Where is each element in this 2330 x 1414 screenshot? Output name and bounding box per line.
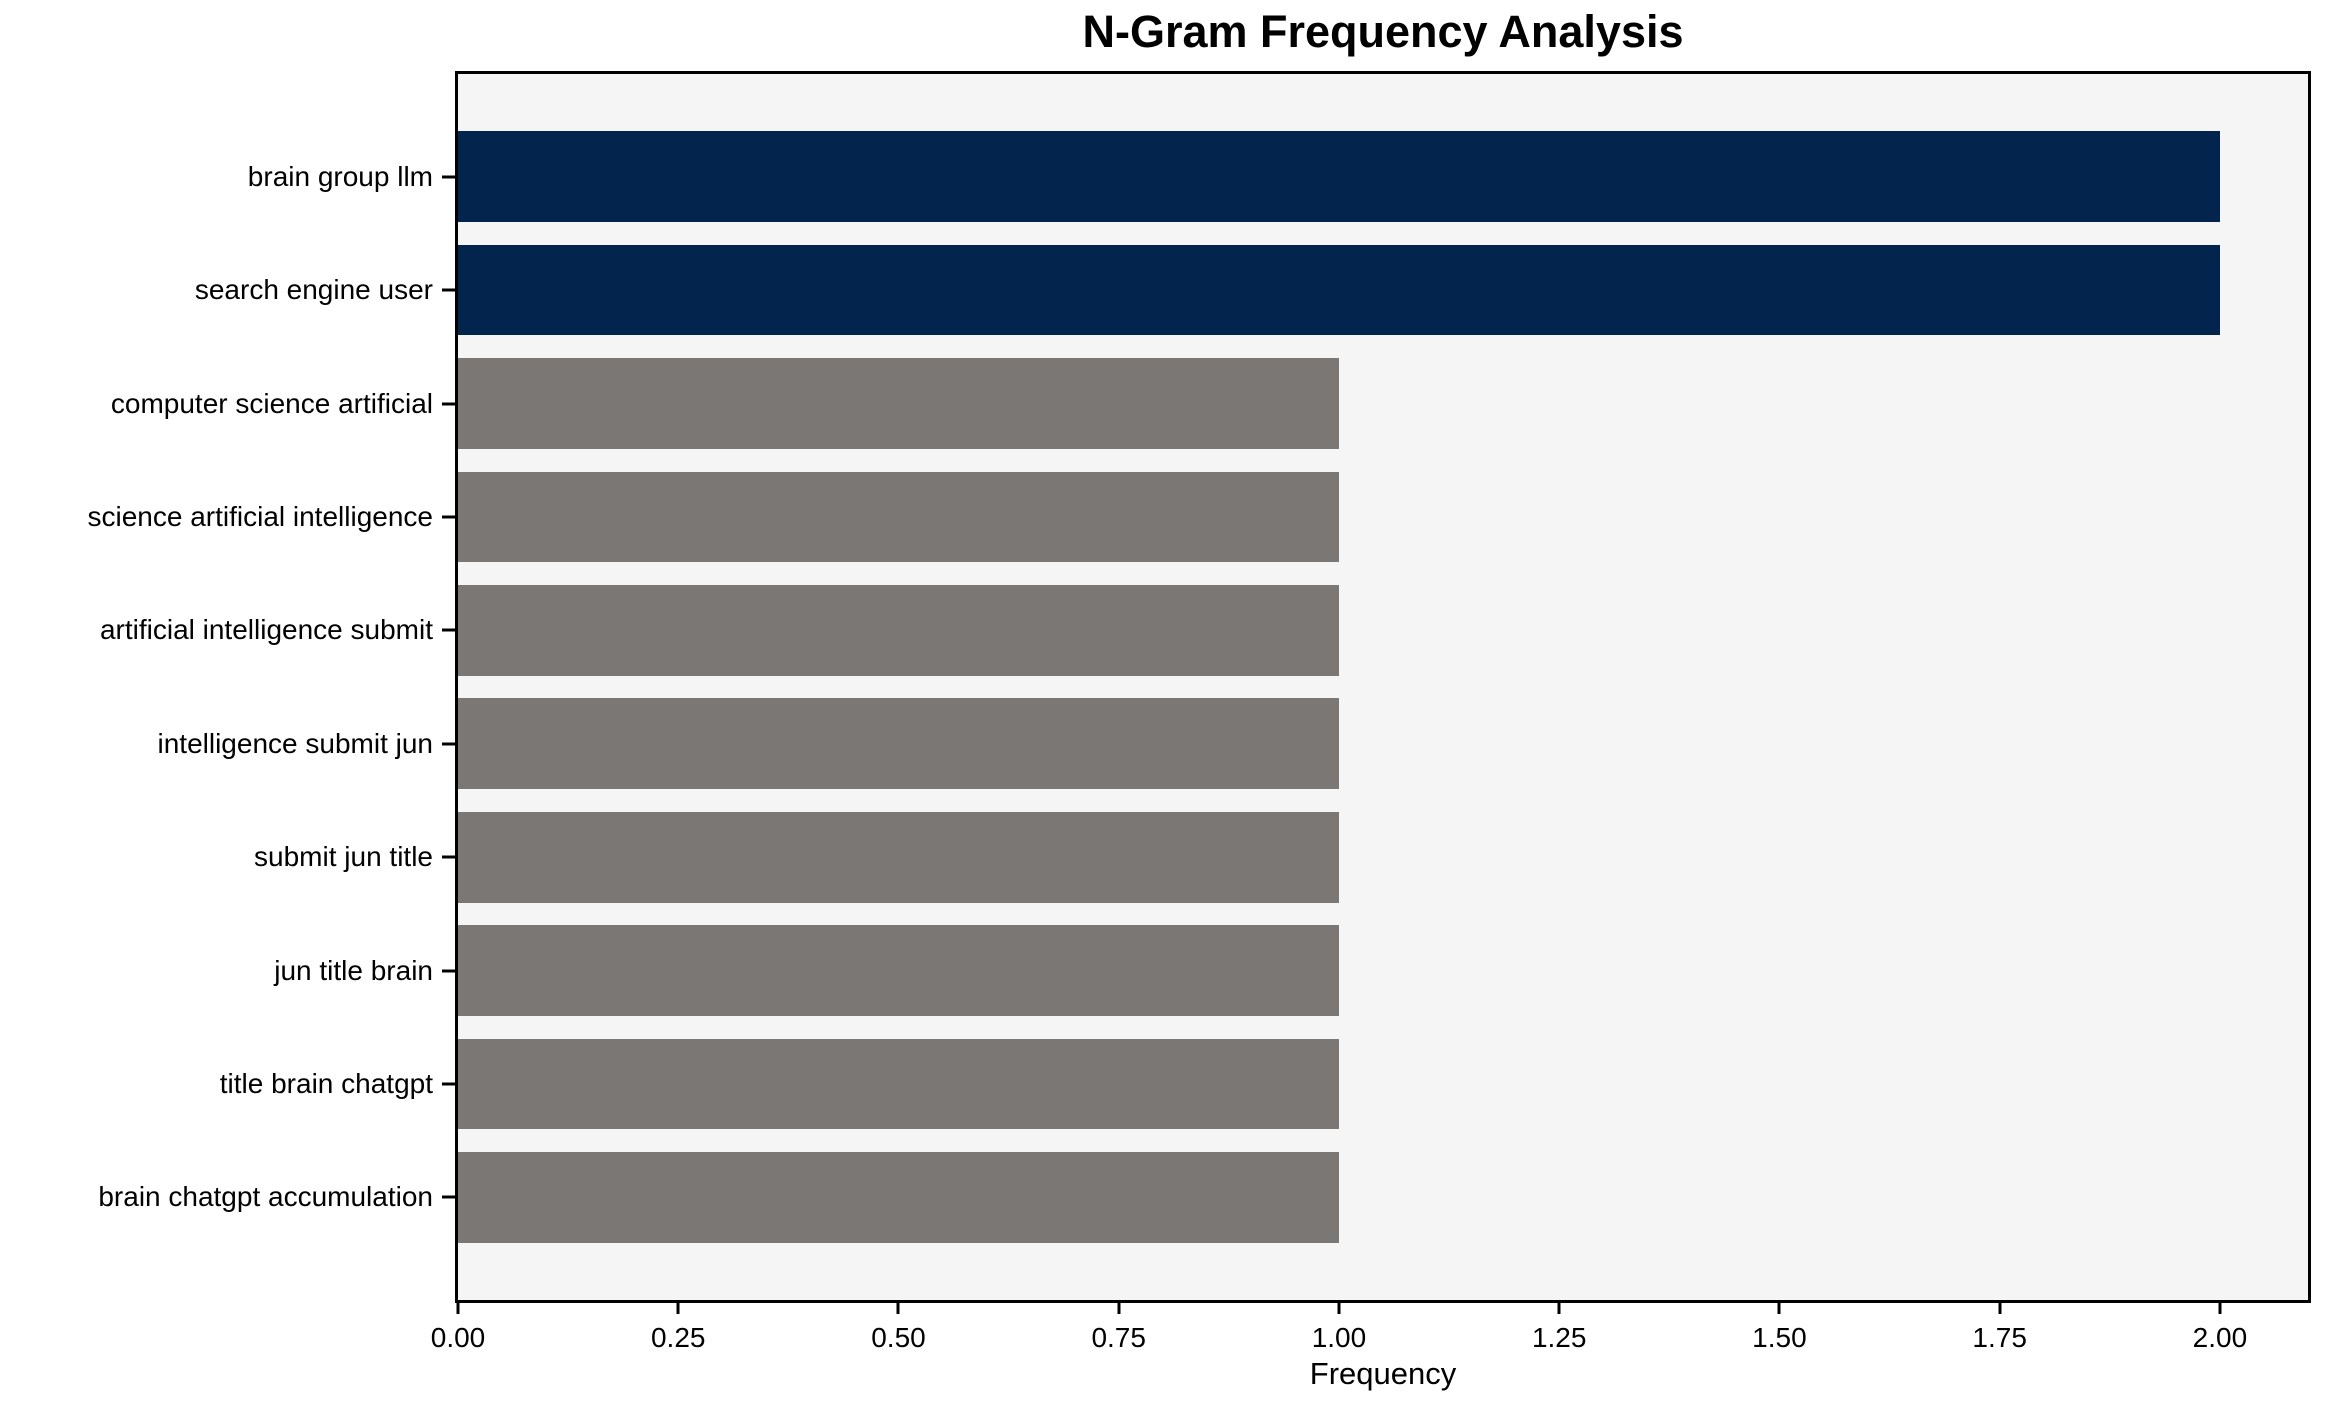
x-axis-label: Frequency [1309, 1356, 1457, 1391]
y-tick-label: science artificial intelligence [87, 500, 433, 532]
x-tick-mark [676, 1300, 680, 1314]
y-tick-mark [442, 628, 458, 632]
y-tick-label: computer science artificial [110, 387, 433, 419]
y-tick-mark [442, 515, 458, 519]
plot-area: brain group llm search engine user compute… [87, 71, 2311, 1353]
x-tick-label: 1.75 [1972, 1322, 2027, 1353]
x-tick-mark [1337, 1300, 1341, 1314]
bar [458, 471, 1339, 563]
bar-row: science artificial intelligence [87, 460, 2308, 573]
x-tick-label: 2.00 [2192, 1322, 2248, 1353]
y-tick-label: submit jun title [254, 841, 433, 873]
bar-row: brain chatgpt accumulation [98, 1141, 2308, 1254]
x-tick-mark [1998, 1300, 2002, 1314]
y-tick-mark [442, 288, 458, 292]
y-tick-mark [442, 1195, 458, 1199]
bar [458, 584, 1339, 676]
x-tick-mark [1117, 1300, 1121, 1314]
bar-row: intelligence submit jun [158, 687, 2308, 800]
y-tick-mark [442, 969, 458, 973]
x-tick-mark [1557, 1300, 1561, 1314]
y-tick-mark [442, 742, 458, 746]
bar [458, 1152, 1339, 1243]
bar-row: search engine user [195, 233, 2308, 346]
x-tick-mark [896, 1300, 900, 1314]
bar [458, 811, 1339, 903]
bar [458, 698, 1339, 790]
y-tick-label: artificial intelligence submit [99, 614, 433, 646]
bar [458, 131, 2220, 223]
y-tick-label: title brain chatgpt [219, 1067, 433, 1099]
bar [458, 244, 2220, 336]
x-tick-label: 1.50 [1752, 1322, 1807, 1353]
bar-row: brain group llm [248, 120, 2308, 233]
y-tick-mark [442, 402, 458, 406]
x-tick-label: 0.50 [871, 1322, 926, 1353]
bar [458, 358, 1339, 449]
bar-row: artificial intelligence submit [100, 574, 2308, 687]
y-tick-mark [442, 1082, 458, 1086]
x-tick-mark [2218, 1300, 2222, 1314]
y-tick-label: brain chatgpt accumulation [98, 1181, 433, 1213]
x-tick-label: 1.00 [1311, 1322, 1367, 1353]
y-tick-label: search engine user [194, 274, 433, 306]
bar-row: submit jun title [254, 800, 2308, 913]
bar [458, 1038, 1339, 1130]
y-tick-label: intelligence submit jun [157, 727, 434, 759]
bars-container: brain group llm search engine user compute… [87, 74, 2308, 1300]
bar [458, 925, 1339, 1016]
x-tick-mark [1777, 1300, 1781, 1314]
bar-row: title brain chatgpt [220, 1027, 2308, 1140]
y-tick-mark [442, 175, 458, 179]
x-tick-label: 0.75 [1091, 1322, 1146, 1353]
x-tick-label: 0.25 [650, 1322, 706, 1353]
x-tick-label: 1.25 [1531, 1322, 1587, 1353]
bar-row: jun title brain [274, 914, 2308, 1027]
bar-row: computer science artificial [111, 347, 2308, 460]
x-tick-mark [456, 1300, 460, 1314]
y-tick-mark [442, 855, 458, 859]
chart-title: N-Gram Frequency Analysis [1082, 6, 1684, 57]
x-tick-label: 0.00 [430, 1322, 486, 1353]
y-tick-label: jun title brain [274, 954, 433, 986]
y-tick-label: brain group llm [247, 160, 433, 192]
